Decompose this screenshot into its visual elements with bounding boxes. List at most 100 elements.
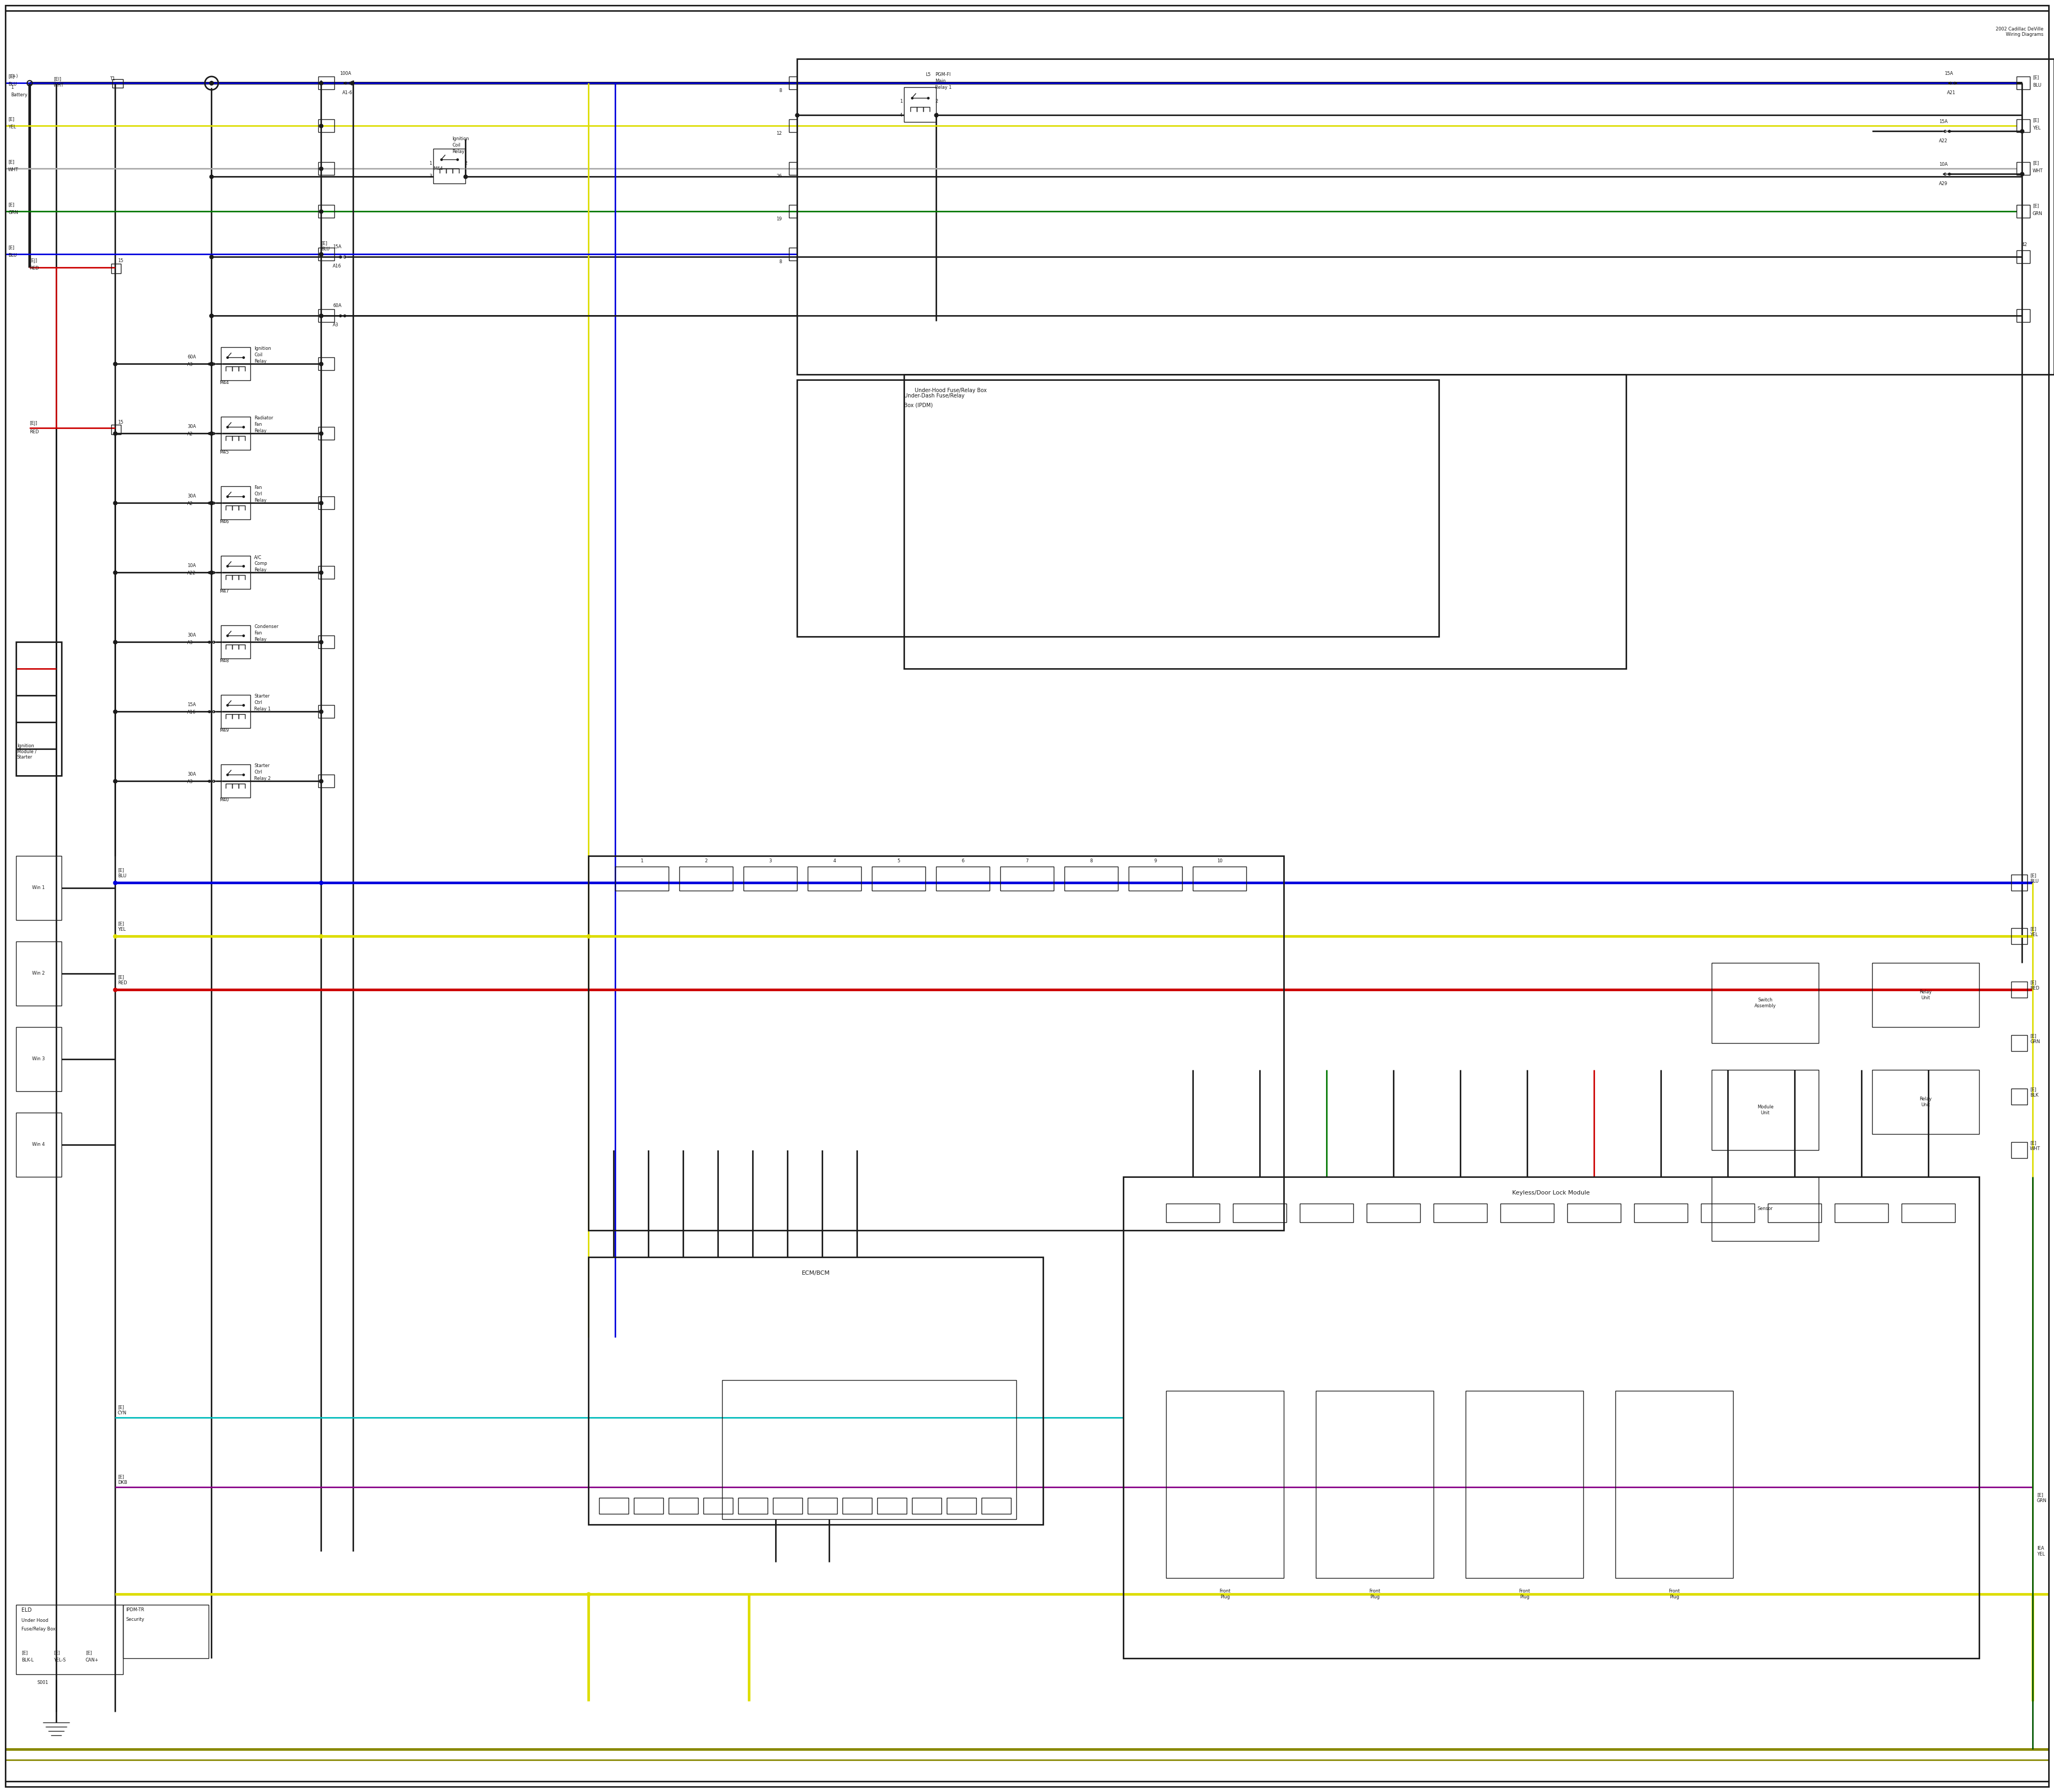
Text: S001: S001 (37, 1679, 49, 1684)
Bar (16, 642, 62, 776)
Text: CAN+: CAN+ (86, 1658, 99, 1663)
Bar (2011, 1088, 2027, 1104)
Text: [E]
RED: [E] RED (2029, 980, 2040, 991)
Text: 30A: 30A (187, 495, 195, 498)
Text: PGM-FI: PGM-FI (935, 72, 951, 77)
Bar (1635, 1204, 1688, 1222)
Bar (2011, 982, 2027, 998)
Bar (1711, 1070, 1818, 1150)
Text: Under-Hood Fuse/Relay Box: Under-Hood Fuse/Relay Box (914, 387, 986, 392)
Text: WHT: WHT (53, 82, 64, 88)
Text: [E]
GRN: [E] GRN (2029, 1034, 2040, 1045)
Text: A16: A16 (187, 710, 195, 715)
Text: Relay 2: Relay 2 (255, 776, 271, 781)
Text: Win 1: Win 1 (33, 885, 45, 891)
Text: YEL: YEL (2033, 125, 2040, 131)
Bar (937, 867, 990, 891)
Text: M46: M46 (220, 520, 228, 523)
Bar (2017, 77, 2029, 90)
Bar (982, 1498, 1011, 1514)
Text: A1-6: A1-6 (343, 90, 353, 95)
Text: Condenser: Condenser (255, 625, 279, 629)
Bar (797, 380, 1440, 636)
Bar (318, 120, 335, 133)
Bar (2011, 1142, 2027, 1158)
Text: 2: 2 (705, 858, 707, 864)
Text: Ctrl: Ctrl (255, 701, 263, 706)
Text: 1: 1 (641, 858, 643, 864)
Text: [E]
GRN: [E] GRN (2038, 1493, 2048, 1503)
Bar (670, 1498, 698, 1514)
Bar (1128, 867, 1183, 891)
Text: 15A: 15A (1945, 72, 1953, 75)
Text: YEL-S: YEL-S (53, 1658, 66, 1663)
Bar (1300, 1204, 1354, 1222)
Bar (2017, 161, 2029, 176)
Text: 10A: 10A (1939, 161, 1947, 167)
Text: 8: 8 (1091, 858, 1093, 864)
Text: Relay: Relay (452, 149, 464, 154)
Bar (1193, 867, 1247, 891)
Text: 10A: 10A (187, 563, 195, 568)
Bar (318, 704, 335, 719)
Text: M45: M45 (220, 450, 228, 455)
Text: Relay: Relay (255, 428, 267, 434)
Text: A2: A2 (187, 432, 193, 437)
Bar (318, 636, 335, 649)
Text: Module
Unit: Module Unit (1756, 1106, 1773, 1115)
Bar (220, 625, 251, 658)
Bar (16, 857, 62, 919)
Text: T1: T1 (109, 77, 115, 82)
Text: M40: M40 (220, 797, 228, 803)
Bar (111, 263, 121, 274)
Text: [E]: [E] (8, 116, 14, 122)
Bar (1711, 962, 1818, 1043)
Bar (2011, 928, 2027, 944)
Text: 9: 9 (1154, 858, 1156, 864)
Bar (1467, 1391, 1584, 1579)
Text: Relay: Relay (255, 638, 267, 642)
Bar (318, 247, 335, 260)
Bar (318, 774, 335, 787)
Text: [E]
BLU: [E] BLU (117, 867, 127, 878)
Text: Under Hood: Under Hood (21, 1618, 49, 1624)
Text: YEL: YEL (8, 124, 16, 129)
Text: Ctrl: Ctrl (255, 491, 263, 496)
Text: Relay 1: Relay 1 (935, 86, 951, 90)
Text: [EJ]: [EJ] (29, 421, 37, 426)
Bar (2017, 120, 2029, 133)
Text: [E]
BLU: [E] BLU (320, 240, 329, 251)
Text: Ctrl: Ctrl (255, 771, 263, 774)
Bar (797, 59, 2054, 375)
Bar (702, 1498, 733, 1514)
Bar (614, 867, 670, 891)
Text: 19: 19 (776, 217, 783, 220)
Text: A3: A3 (333, 323, 339, 328)
Bar (1434, 1204, 1487, 1222)
Text: Main: Main (935, 79, 945, 84)
Text: A2: A2 (187, 502, 193, 507)
Bar (600, 1498, 629, 1514)
Bar (1124, 1177, 1980, 1658)
Text: (+): (+) (10, 73, 18, 79)
Bar (587, 857, 1284, 1231)
Text: [E]: [E] (53, 1650, 60, 1656)
Text: Front
Plug: Front Plug (1668, 1590, 1680, 1598)
Text: 8: 8 (778, 260, 783, 263)
Bar (1567, 1204, 1621, 1222)
Text: [E]: [E] (8, 159, 14, 165)
Bar (789, 120, 797, 133)
Text: 3: 3 (429, 174, 431, 179)
Text: 7: 7 (1025, 858, 1029, 864)
Text: [E]
RED: [E] RED (117, 975, 127, 986)
Bar (220, 556, 251, 590)
Text: M47: M47 (220, 590, 228, 593)
Text: [E]: [E] (2033, 161, 2040, 165)
Text: Sensor: Sensor (1758, 1206, 1773, 1211)
Text: A3: A3 (187, 362, 193, 367)
Bar (1902, 1204, 1955, 1222)
Text: 60A: 60A (187, 355, 195, 360)
Text: [E]: [E] (2033, 75, 2040, 81)
Text: Relay: Relay (255, 498, 267, 504)
Bar (1064, 867, 1117, 891)
